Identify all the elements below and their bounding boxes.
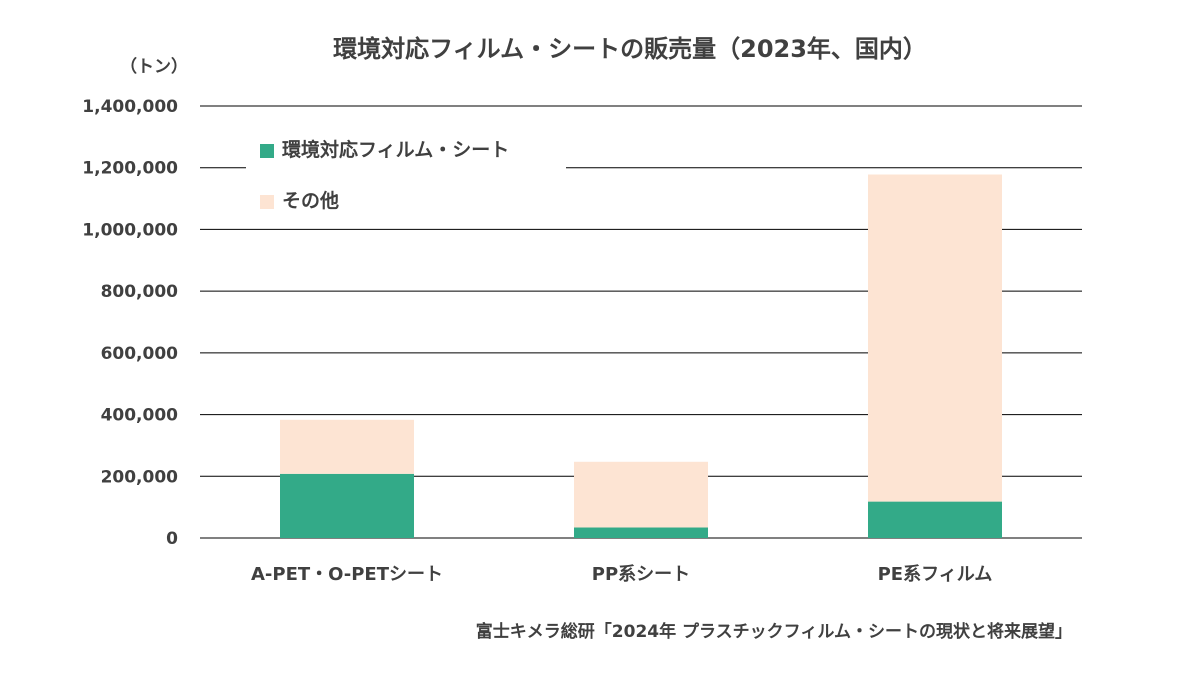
- x-category-label: PP系シート: [592, 564, 690, 585]
- y-tick-label: 200,000: [101, 467, 179, 487]
- bar-eco-0: [280, 473, 414, 538]
- y-tick-label: 600,000: [101, 344, 179, 364]
- bars: [280, 174, 1002, 538]
- legend-label-eco: 環境対応フィルム・シート: [282, 138, 509, 161]
- bar-other-2: [868, 174, 1002, 502]
- x-axis-category-labels: A-PET・O-PETシート PP系シート PE系フィルム: [251, 564, 992, 585]
- bar-other-0: [280, 419, 414, 474]
- legend-swatch-other: [260, 195, 274, 209]
- x-category-label: A-PET・O-PETシート: [251, 564, 443, 585]
- y-axis-tick-labels: 0 200,000 400,000 600,000 800,000 1,000,000 1,…: [82, 97, 178, 549]
- x-category-label: PE系フィルム: [878, 564, 993, 585]
- chart-title: 環境対応フィルム・シートの販売量（2023年、国内）: [333, 35, 927, 63]
- y-tick-label: 400,000: [101, 406, 179, 426]
- bar-eco-1: [574, 527, 708, 538]
- y-tick-label: 1,000,000: [82, 220, 178, 240]
- y-tick-label: 800,000: [101, 282, 179, 302]
- legend: 環境対応フィルム・シート その他: [246, 128, 566, 223]
- bar-other-1: [574, 461, 708, 528]
- y-axis-unit-label: （トン）: [120, 56, 188, 77]
- source-citation: 富士キメラ総研「2024年 プラスチックフィルム・シートの現状と将来展望」: [476, 621, 1072, 642]
- legend-swatch-eco: [260, 144, 274, 158]
- y-tick-label: 1,400,000: [82, 97, 178, 117]
- y-tick-label: 1,200,000: [82, 159, 178, 179]
- bar-eco-2: [868, 501, 1002, 538]
- legend-label-other: その他: [282, 189, 339, 212]
- y-tick-label: 0: [166, 529, 178, 549]
- legend-background: [246, 128, 566, 223]
